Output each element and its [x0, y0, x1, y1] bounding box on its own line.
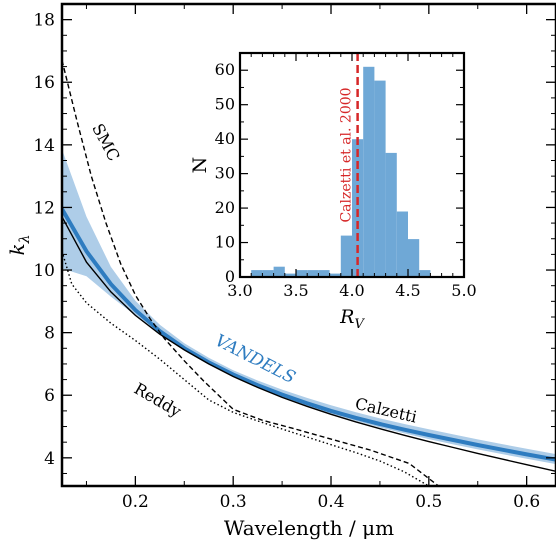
inset-plot: Calzetti et al. 2000 3.0 3.5 4.0 4.5 5.0 0 10 2…	[189, 51, 477, 332]
main-y-tick-label: 12	[33, 198, 55, 218]
histogram-bar	[352, 139, 364, 277]
inset-ticks: 3.0 3.5 4.0 4.5 5.0 0 10 20 30 40 50 60	[215, 53, 477, 300]
histogram-bar	[273, 266, 285, 277]
inset-bars-layer	[251, 66, 431, 277]
series-vandels-line	[62, 207, 556, 462]
histogram-bar	[396, 211, 408, 277]
histogram-bar	[296, 270, 308, 277]
inset-y-tick-label: 0	[225, 267, 235, 286]
main-y-tick-label: 14	[33, 136, 55, 156]
inset-y-axis-label: N	[189, 157, 211, 174]
inset-y-tick-label: 30	[215, 164, 235, 183]
main-y-tick-label: 10	[33, 261, 55, 281]
main-y-axis-label-subscript: λ	[17, 235, 33, 245]
series-calzetti-line	[62, 216, 556, 472]
histogram-bar	[329, 273, 341, 277]
main-x-tick-label: 0.4	[317, 492, 344, 512]
reference-line-label: Calzetti et al. 2000	[339, 87, 355, 222]
histogram-bar	[408, 239, 420, 277]
series-smc-line	[62, 60, 440, 486]
inset-y-tick-label: 40	[215, 129, 235, 148]
histogram-bar	[340, 235, 352, 277]
svg-text:kλ: kλ	[5, 235, 33, 256]
inset-x-axis-label: RV	[339, 306, 365, 332]
inset-x-tick-label: 4.0	[339, 281, 364, 300]
histogram-bar	[284, 273, 296, 277]
inset-y-tick-label: 10	[215, 233, 235, 252]
main-x-tick-label: 0.2	[122, 492, 149, 512]
inset-x-tick-label: 5.0	[451, 281, 476, 300]
inset-x-tick-label: 4.5	[395, 281, 420, 300]
inset-y-tick-label: 60	[215, 60, 235, 79]
main-y-tick-label: 4	[44, 449, 55, 469]
annotation-reddy: Reddy	[131, 379, 185, 421]
main-y-tick-label: 18	[33, 11, 55, 31]
main-plot-frame	[60, 2, 556, 488]
main-y-tick-label: 16	[33, 73, 55, 93]
histogram-bar	[262, 270, 274, 277]
main-x-tick-label: 0.6	[513, 492, 540, 512]
histogram-bar	[363, 66, 375, 277]
histogram-bar	[374, 80, 386, 277]
main-x-axis-label: Wavelength / μm	[224, 516, 394, 540]
inset-reference-layer: Calzetti et al. 2000	[339, 53, 359, 277]
inset-y-tick-label: 50	[215, 95, 235, 114]
main-y-axis-label: kλ	[5, 235, 33, 256]
histogram-bar	[307, 270, 319, 277]
main-x-tick-label: 0.3	[220, 492, 247, 512]
histogram-bar	[385, 152, 397, 277]
histogram-bar	[318, 270, 330, 277]
histogram-bar	[251, 270, 263, 277]
main-x-tick-label: 0.5	[415, 492, 442, 512]
series-vandels-band	[62, 149, 556, 465]
main-ticks: 0.2 0.3 0.4 0.5 0.6 4 6 8 10 12 14 16 18	[33, 4, 556, 512]
main-y-tick-label: 8	[44, 324, 55, 344]
inset-y-tick-label: 20	[215, 198, 235, 217]
inset-x-tick-label: 3.5	[283, 281, 308, 300]
annotation-smc: SMC	[88, 120, 123, 164]
main-y-tick-label: 6	[44, 386, 55, 406]
inset-x-tick-label: 3.0	[227, 281, 252, 300]
inset-x-axis-label-subscript: V	[354, 317, 365, 332]
main-series-layer	[62, 60, 556, 486]
histogram-bar	[419, 270, 431, 277]
